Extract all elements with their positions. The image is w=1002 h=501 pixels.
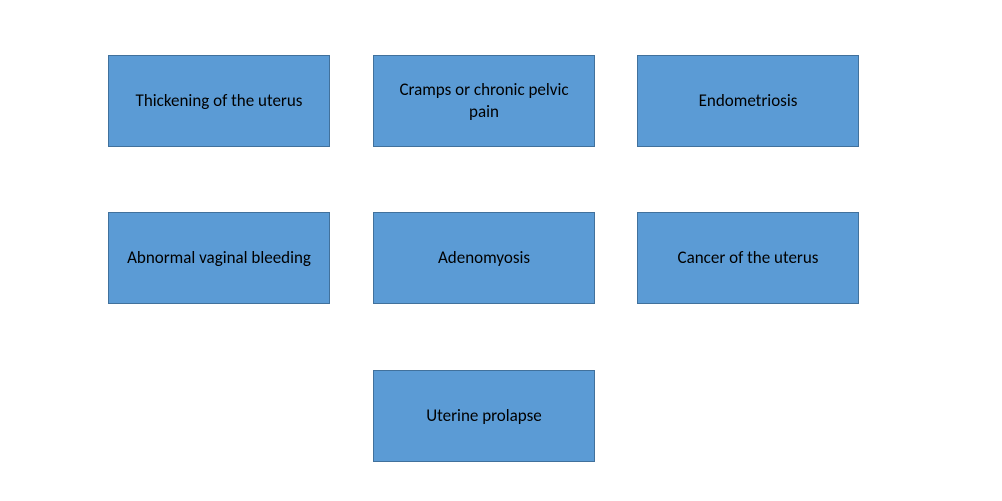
box-label: Cancer of the uterus	[678, 247, 819, 269]
box-label: Endometriosis	[699, 90, 798, 112]
box-endometriosis: Endometriosis	[637, 55, 859, 147]
box-label: Cramps or chronic pelvic pain	[386, 79, 582, 123]
box-cancer-uterus: Cancer of the uterus	[637, 212, 859, 304]
box-label: Abnormal vaginal bleeding	[127, 247, 311, 269]
box-uterine-prolapse: Uterine prolapse	[373, 370, 595, 462]
box-cramps-pelvic-pain: Cramps or chronic pelvic pain	[373, 55, 595, 147]
box-thickening-uterus: Thickening of the uterus	[108, 55, 330, 147]
box-label: Uterine prolapse	[426, 405, 542, 427]
box-abnormal-vaginal-bleeding: Abnormal vaginal bleeding	[108, 212, 330, 304]
box-label: Thickening of the uterus	[136, 90, 303, 112]
box-label: Adenomyosis	[438, 247, 530, 269]
box-adenomyosis: Adenomyosis	[373, 212, 595, 304]
